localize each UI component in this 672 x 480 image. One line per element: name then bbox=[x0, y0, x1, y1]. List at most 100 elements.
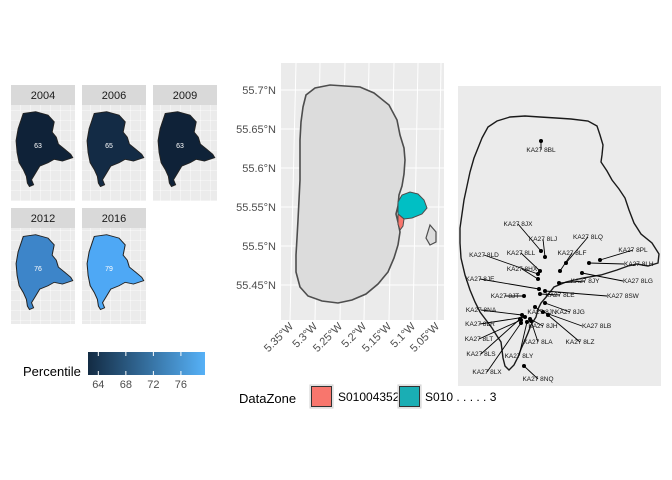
facet-value-label: 63 bbox=[176, 143, 184, 150]
facet-strip bbox=[82, 208, 146, 228]
postcode-labels: KA27 8BL KA27 8JX KA27 8LQ KA27 8LJ KA27 8PL… bbox=[465, 139, 654, 383]
percentile-tick-label: 64 bbox=[92, 379, 104, 391]
facet-2004: 2004 63 bbox=[11, 85, 75, 201]
postcode-label: KA27 8LB bbox=[582, 323, 611, 330]
postcode-leader-line bbox=[547, 314, 581, 343]
postcode-point bbox=[529, 319, 533, 323]
lon-labels: 5.35°W 5.3°W 5.25°W 5.2°W 5.15°W 5.1°W 5… bbox=[262, 320, 443, 355]
postcode-label: KA27 8LR bbox=[465, 321, 495, 328]
lat-label: 55.45°N bbox=[236, 280, 276, 292]
postcode-point bbox=[587, 261, 591, 265]
postcode-point bbox=[538, 269, 542, 273]
postcode-leader-line bbox=[517, 223, 542, 252]
legend-item-label: S01004352 bbox=[338, 390, 400, 404]
facet-value-label: 63 bbox=[34, 143, 42, 150]
percentile-legend: Percentile 64 68 72 76 bbox=[23, 352, 205, 391]
legend-key-swatch bbox=[311, 386, 332, 407]
facet-year: 2004 bbox=[31, 90, 55, 102]
postcode-leader-line bbox=[599, 249, 634, 261]
postcode-point bbox=[543, 289, 547, 293]
postcode-label: KA27 8JY bbox=[571, 278, 601, 285]
postcode-point bbox=[539, 139, 543, 143]
postcode-point bbox=[546, 313, 550, 317]
postcode-label: KA27 8LS bbox=[466, 351, 496, 358]
postcode-leader-line bbox=[480, 318, 521, 355]
postcode-leader-line bbox=[518, 321, 528, 357]
postcode-label: KA27 8LX bbox=[472, 369, 502, 376]
lat-label: 55.65°N bbox=[236, 124, 276, 136]
postcode-label: KA27 8JT bbox=[491, 293, 520, 300]
postcode-map: KA27 8BL KA27 8JX KA27 8LQ KA27 8LJ KA27 8PL… bbox=[458, 86, 661, 386]
postcode-map-bg bbox=[458, 86, 661, 386]
legend-key-swatch bbox=[399, 386, 420, 407]
percentile-ticks: 64 68 72 76 bbox=[92, 352, 187, 391]
lat-label: 55.5°N bbox=[242, 241, 276, 253]
postcode-leader-line bbox=[558, 280, 586, 284]
facet-strip bbox=[11, 208, 75, 228]
postcode-leader-line bbox=[479, 278, 540, 290]
percentile-tick-label: 72 bbox=[147, 379, 159, 391]
island-map: 55.7°N 55.65°N 55.6°N 55.55°N 55.5°N 55.… bbox=[236, 62, 444, 355]
facet-value-label: 65 bbox=[105, 143, 113, 150]
lat-label: 55.7°N bbox=[242, 85, 276, 97]
percentile-legend-title: Percentile bbox=[23, 364, 81, 379]
postcode-point bbox=[538, 292, 542, 296]
postcode-point bbox=[543, 301, 547, 305]
postcode-leader-line bbox=[588, 262, 625, 265]
postcode-label: KA27 8NQ bbox=[522, 376, 553, 383]
postcode-leader-line bbox=[478, 319, 522, 340]
postcode-point bbox=[580, 271, 584, 275]
postcode-label: KA27 8LH bbox=[624, 261, 654, 268]
postcode-leader-line bbox=[486, 322, 522, 373]
postcode-point bbox=[536, 277, 540, 281]
islet-outline bbox=[425, 223, 437, 246]
postcode-leader-line bbox=[544, 302, 571, 313]
postcode-leader-line bbox=[523, 365, 539, 380]
lat-labels: 55.7°N 55.65°N 55.6°N 55.55°N 55.5°N 55.… bbox=[236, 85, 276, 292]
postcode-leader-line bbox=[530, 320, 539, 343]
percentile-tick-label: 76 bbox=[175, 379, 187, 391]
postcode-leader-line bbox=[544, 290, 608, 297]
lat-label: 55.6°N bbox=[242, 163, 276, 175]
legend-item-label: S010 . . . . . 3 bbox=[425, 390, 497, 404]
facet-year: 2006 bbox=[102, 90, 126, 102]
postcode-leader-line bbox=[565, 236, 589, 264]
facet-strip bbox=[11, 85, 75, 105]
postcode-label: KA27 8SW bbox=[607, 293, 640, 300]
facet-2009: 2009 63 bbox=[153, 85, 217, 201]
facet-2012: 2012 76 bbox=[11, 208, 75, 324]
postcode-label: KA27 8LG bbox=[623, 278, 653, 285]
postcode-point bbox=[519, 321, 523, 325]
postcode-label: KA27 8JG bbox=[555, 309, 585, 316]
postcode-label: KA27 8LY bbox=[505, 353, 534, 360]
datazone-s01004352-region bbox=[397, 212, 405, 232]
postcode-point bbox=[522, 364, 526, 368]
postcode-point bbox=[557, 281, 561, 285]
postcode-leader-line bbox=[483, 254, 539, 275]
postcode-leader-line bbox=[539, 293, 561, 296]
facet-value-label: 76 bbox=[34, 266, 42, 273]
postcode-leader-line bbox=[520, 252, 541, 272]
postcode-label: KA27 8JE bbox=[466, 276, 496, 283]
postcode-leader-line bbox=[559, 252, 573, 272]
postcode-point bbox=[543, 255, 547, 259]
percentile-colorbar bbox=[88, 352, 205, 375]
facet-value-label: 79 bbox=[105, 266, 113, 273]
facet-year: 2012 bbox=[31, 213, 55, 225]
postcode-point bbox=[520, 313, 524, 317]
lat-label: 55.55°N bbox=[236, 202, 276, 214]
postcode-label: KA27 8LT bbox=[465, 336, 493, 343]
postcode-leader-line bbox=[521, 268, 539, 280]
postcode-label: KA27 8HX bbox=[507, 266, 538, 273]
postcode-point bbox=[598, 258, 602, 262]
postcode-label: KA27 8LA bbox=[523, 339, 553, 346]
postcode-label: KA27 8JX bbox=[504, 221, 534, 228]
postcode-point bbox=[518, 317, 522, 321]
postcode-label: KA27 8BL bbox=[526, 147, 556, 154]
island-outline bbox=[295, 84, 406, 304]
postcode-point bbox=[537, 287, 541, 291]
postcode-point bbox=[525, 320, 529, 324]
facet-year: 2009 bbox=[173, 90, 197, 102]
postcode-label: KA27 8LE bbox=[545, 292, 575, 299]
